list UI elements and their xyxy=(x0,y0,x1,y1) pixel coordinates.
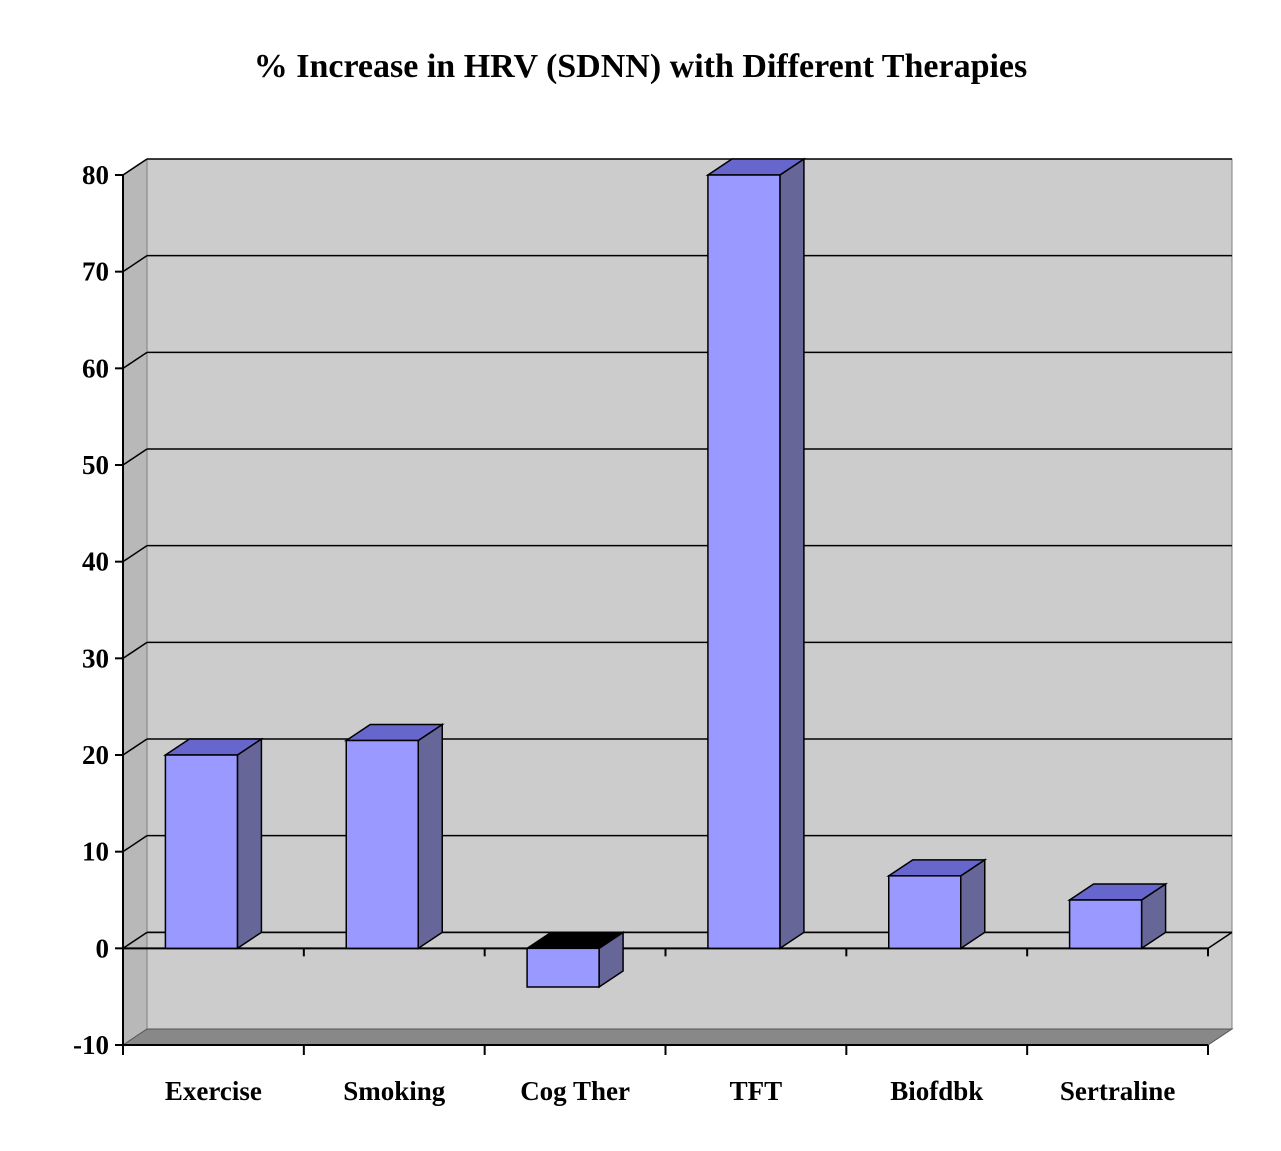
bar xyxy=(1067,882,1169,950)
bar-side xyxy=(236,737,263,950)
y-tick-label: -10 xyxy=(73,1030,109,1060)
plot-wall xyxy=(121,158,1234,1046)
x-tick-label: Exercise xyxy=(165,1076,262,1106)
bar xyxy=(343,723,445,950)
back-wall xyxy=(146,158,1233,1030)
bar xyxy=(524,930,626,989)
gridline-side xyxy=(122,158,148,176)
axes xyxy=(115,174,1233,1055)
gridline-side xyxy=(122,641,148,659)
floor xyxy=(121,1028,1234,1046)
y-tick-label: 20 xyxy=(82,740,109,770)
bar-side xyxy=(417,723,443,950)
bar-side xyxy=(779,157,805,950)
x-tick-label: Biofdbk xyxy=(890,1076,983,1106)
x-tick-label: Smoking xyxy=(343,1076,446,1106)
chart-title: % Increase in HRV (SDNN) with Different … xyxy=(253,48,1028,85)
y-tick-label: 10 xyxy=(82,837,109,867)
bar xyxy=(886,858,988,950)
y-tick-label: 30 xyxy=(82,643,109,673)
x-tick-label: TFT xyxy=(730,1076,783,1106)
y-tick-label: 60 xyxy=(82,353,109,383)
bar-front xyxy=(345,739,419,950)
bar-front xyxy=(707,174,781,950)
gridline-side xyxy=(122,545,148,563)
y-tick-label: 40 xyxy=(82,547,109,577)
gridline-side xyxy=(122,931,148,949)
y-tick-label: 70 xyxy=(82,257,109,287)
x-tick-label: Sertraline xyxy=(1060,1076,1175,1106)
bars xyxy=(162,157,1169,989)
y-tick-label: 80 xyxy=(82,160,109,190)
bar-front xyxy=(1068,899,1143,950)
gridline-side xyxy=(122,835,148,853)
gridlines xyxy=(122,158,1232,949)
side-wall xyxy=(122,158,148,1046)
y-tick-label: 50 xyxy=(82,450,109,480)
bar xyxy=(162,737,264,950)
gridline-side xyxy=(122,255,148,273)
bar-front xyxy=(526,947,600,988)
bar xyxy=(705,157,807,950)
gridline-side xyxy=(122,351,148,369)
bar-front xyxy=(164,754,239,950)
x-tick-labels: Exercise Smoking Cog Ther TFT Biofdbk Sertral… xyxy=(165,1076,1175,1106)
y-tick-labels: -10 0 10 20 30 40 50 60 70 80 xyxy=(73,160,109,1060)
x-tick-label: Cog Ther xyxy=(520,1076,630,1106)
gridline-side xyxy=(122,738,148,756)
bar-front xyxy=(888,875,962,950)
zero-side-line xyxy=(1207,931,1233,949)
y-tick-label: 0 xyxy=(96,933,110,963)
gridline-side xyxy=(122,448,148,466)
